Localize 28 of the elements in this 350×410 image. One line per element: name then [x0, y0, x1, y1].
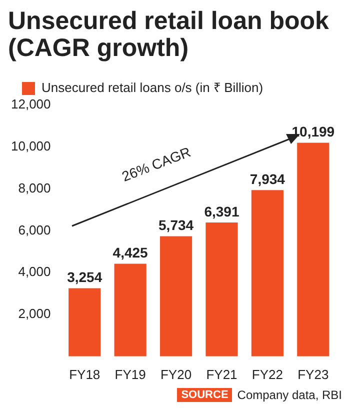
x-tick-label: FY22	[252, 366, 283, 382]
legend-label: Unsecured retail loans o/s (in ₹ Billion)	[42, 80, 264, 96]
bar	[206, 222, 238, 356]
x-tick-label: FY18	[69, 366, 100, 382]
y-tick-label: 12,000	[10, 96, 51, 112]
bar	[160, 236, 192, 356]
x-tick-label: FY21	[206, 366, 238, 382]
y-tick-label: 8,000	[18, 180, 51, 196]
data-label: 4,425	[112, 244, 148, 261]
data-label: 3,254	[67, 269, 102, 286]
data-label: 6,391	[204, 203, 240, 220]
text: Company data, RBI	[237, 388, 342, 402]
bar	[114, 264, 146, 356]
data-label: 7,934	[250, 171, 286, 188]
bar	[68, 288, 101, 356]
bar	[297, 142, 330, 356]
x-tick-label: FY19	[114, 366, 146, 382]
data-label: 5,734	[158, 217, 194, 234]
text: SOURCE	[177, 388, 232, 402]
x-tick-label: FY23	[298, 366, 329, 382]
y-tick-label: 6,000	[18, 222, 51, 238]
y-tick-label: 4,000	[18, 264, 51, 280]
x-tick-label: FY20	[160, 366, 192, 382]
y-tick-label: 2,000	[18, 306, 51, 322]
bar	[251, 190, 284, 356]
annotation: 26% CAGR	[120, 144, 193, 184]
y-tick-label: 10,000	[10, 138, 51, 154]
chart-title: Unsecured retail loan book (CAGR growth)	[8, 7, 330, 62]
